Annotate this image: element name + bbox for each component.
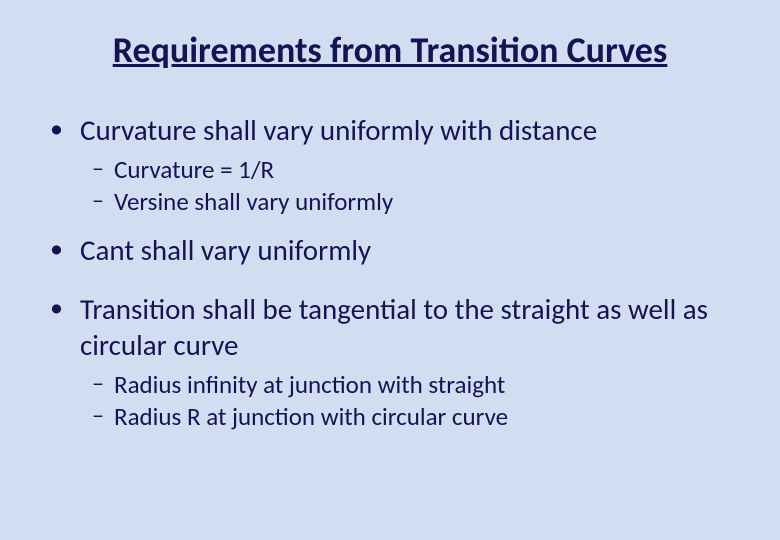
sub-bullet-item: Radius infinity at junction with straigh… — [92, 369, 750, 401]
bullet-item: Curvature shall vary uniformly with dist… — [50, 112, 750, 218]
bullet-text: Transition shall be tangential to the st… — [80, 291, 708, 363]
slide-title: Requirements from Transition Curves — [30, 28, 750, 72]
sub-bullet-list: Curvature = 1/R Versine shall vary unifo… — [80, 154, 750, 218]
sub-bullet-item: Radius R at junction with circular curve — [92, 401, 750, 433]
bullet-item: Cant shall vary uniformly — [50, 232, 750, 268]
bullet-list: Curvature shall vary uniformly with dist… — [30, 112, 750, 433]
bullet-text: Curvature shall vary uniformly with dist… — [80, 112, 597, 148]
bullet-text: Cant shall vary uniformly — [80, 232, 371, 268]
sub-bullet-list: Radius infinity at junction with straigh… — [80, 369, 750, 433]
sub-bullet-item: Curvature = 1/R — [92, 154, 750, 186]
sub-bullet-item: Versine shall vary uniformly — [92, 186, 750, 218]
bullet-item: Transition shall be tangential to the st… — [50, 291, 750, 434]
